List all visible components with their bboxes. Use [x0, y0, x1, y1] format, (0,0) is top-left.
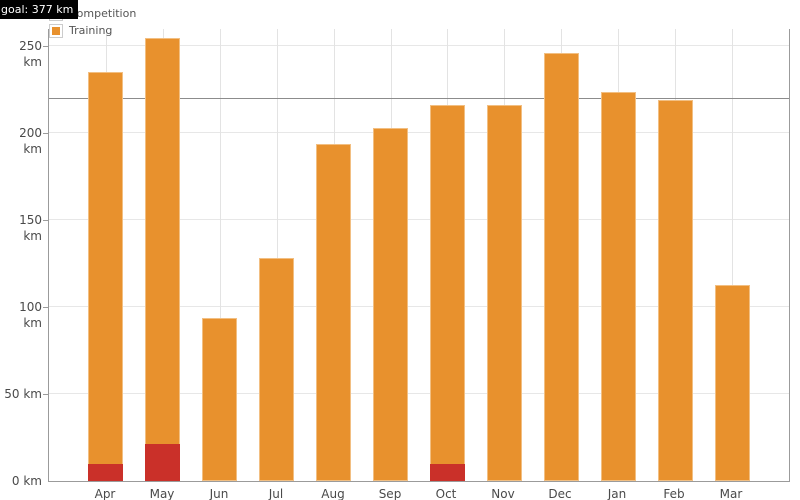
y-axis-label: 50 km	[4, 387, 42, 402]
y-axis-tick	[43, 133, 48, 135]
y-axis-label: 250 km	[19, 39, 42, 70]
legend-swatch-icon	[49, 23, 63, 38]
y-axis-label: 100 km	[19, 300, 42, 331]
x-axis-label: Apr	[94, 487, 116, 500]
x-axis-label: Dec	[548, 487, 572, 500]
competition-segment	[430, 464, 465, 481]
y-axis-tick	[43, 394, 48, 396]
gridline-h	[49, 45, 789, 47]
gridline-v	[220, 29, 221, 481]
bar-oct[interactable]	[430, 105, 465, 481]
competition-segment	[145, 444, 180, 481]
gridline-h	[49, 306, 789, 308]
y-axis-tick	[43, 220, 48, 222]
gridline-h	[49, 393, 789, 395]
y-axis-label: 0 km	[11, 474, 42, 488]
bar-sep[interactable]	[373, 128, 408, 481]
bar-apr[interactable]	[88, 72, 123, 481]
legend-item-training: Training	[49, 22, 136, 39]
bar-mar[interactable]	[715, 285, 750, 481]
x-axis-label: Oct	[435, 487, 457, 500]
goal-line	[49, 98, 789, 99]
y-axis-tick	[43, 46, 48, 48]
x-axis-label: Jan	[607, 487, 627, 500]
y-axis-tick	[43, 307, 48, 309]
x-axis-label: Aug	[321, 487, 345, 500]
bar-aug[interactable]	[316, 144, 351, 481]
plot-area	[48, 29, 790, 482]
legend-label: Competition	[69, 7, 137, 20]
competition-segment	[88, 464, 123, 481]
bar-dec[interactable]	[544, 53, 579, 481]
goal-tooltip: goal: 377 km	[0, 0, 79, 19]
gridline-h	[49, 132, 789, 134]
x-axis-label: Nov	[491, 487, 515, 500]
x-axis-label: Sep	[378, 487, 402, 500]
gridline-v	[277, 29, 278, 481]
x-axis-label: Jul	[268, 487, 284, 500]
y-axis-label: 150 km	[19, 213, 42, 244]
bar-feb[interactable]	[658, 100, 693, 481]
x-axis-label: May	[149, 487, 175, 500]
x-axis-label: Jun	[209, 487, 229, 500]
legend-label: Training	[69, 24, 113, 37]
gridline-h	[49, 219, 789, 221]
x-axis-label: Mar	[719, 487, 743, 500]
x-axis-label: Feb	[663, 487, 685, 500]
bar-jul[interactable]	[259, 258, 294, 481]
bar-may[interactable]	[145, 38, 180, 481]
bar-nov[interactable]	[487, 105, 522, 481]
bar-jun[interactable]	[202, 318, 237, 481]
y-axis-label: 200 km	[19, 126, 42, 157]
bar-jan[interactable]	[601, 92, 636, 481]
gridline-v	[732, 29, 733, 481]
